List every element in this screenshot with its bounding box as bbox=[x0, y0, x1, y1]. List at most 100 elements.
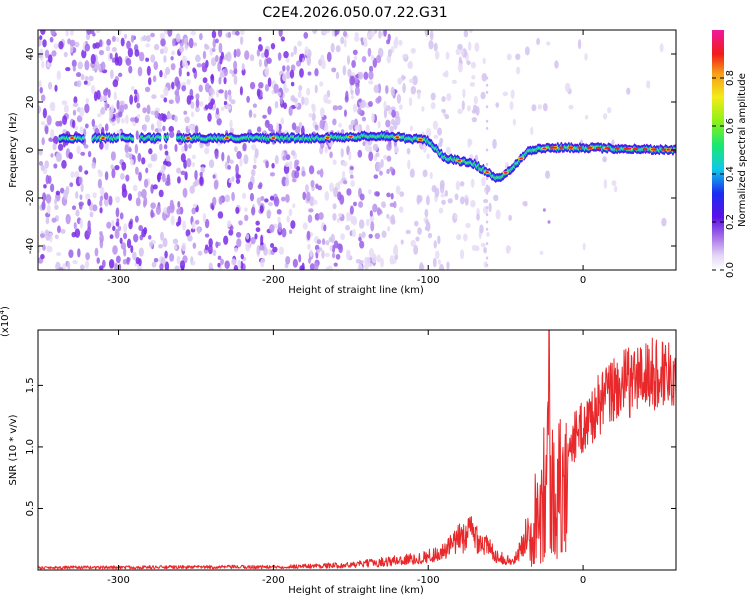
spectrogram-ylabel: Frequency (Hz) bbox=[8, 112, 19, 188]
noise-speckle bbox=[145, 57, 150, 62]
noise-speckle bbox=[395, 185, 401, 195]
noise-speckle bbox=[62, 115, 68, 126]
noise-speckle bbox=[322, 30, 327, 34]
noise-speckle bbox=[149, 241, 154, 248]
noise-speckle bbox=[309, 263, 315, 270]
noise-speckle bbox=[56, 152, 63, 162]
noise-speckle bbox=[79, 126, 84, 134]
noise-speckle bbox=[156, 119, 162, 129]
noise-speckle bbox=[240, 253, 244, 260]
noise-speckle bbox=[502, 91, 509, 97]
noise-speckle bbox=[253, 113, 257, 118]
noise-speckle bbox=[123, 247, 127, 257]
noise-speckle bbox=[44, 160, 49, 169]
noise-speckle bbox=[224, 260, 230, 270]
noise-speckle bbox=[406, 147, 411, 155]
noise-speckle bbox=[150, 209, 154, 219]
noise-speckle bbox=[195, 93, 200, 100]
noise-speckle bbox=[350, 119, 356, 126]
noise-speckle bbox=[607, 107, 612, 114]
noise-speckle bbox=[357, 149, 363, 158]
noise-speckle bbox=[135, 130, 139, 140]
noise-speckle bbox=[138, 224, 144, 232]
noise-speckle bbox=[476, 213, 480, 221]
noise-speckle bbox=[92, 192, 97, 199]
noise-speckle bbox=[401, 75, 406, 80]
noise-speckle bbox=[208, 262, 213, 270]
noise-speckle bbox=[298, 253, 302, 263]
noise-speckle bbox=[230, 258, 237, 266]
noise-speckle bbox=[254, 233, 258, 240]
noise-speckle bbox=[150, 202, 156, 209]
noise-streak bbox=[485, 227, 489, 231]
noise-speckle bbox=[433, 42, 438, 52]
noise-speckle bbox=[86, 226, 92, 236]
noise-speckle bbox=[133, 94, 138, 104]
noise-speckle bbox=[50, 153, 54, 158]
noise-speckle bbox=[343, 38, 347, 48]
noise-speckle bbox=[471, 74, 476, 80]
noise-speckle bbox=[38, 161, 44, 167]
noise-speckle bbox=[90, 85, 96, 95]
noise-speckle bbox=[182, 187, 188, 198]
noise-speckle bbox=[602, 113, 608, 120]
noise-speckle bbox=[38, 80, 42, 88]
noise-speckle bbox=[249, 192, 255, 202]
noise-speckle bbox=[442, 72, 448, 77]
noise-speckle bbox=[368, 70, 374, 80]
noise-speckle bbox=[264, 84, 270, 92]
noise-speckle bbox=[308, 113, 313, 118]
spectrogram-xtick-label: 0 bbox=[580, 275, 586, 286]
noise-speckle bbox=[376, 207, 381, 216]
noise-speckle bbox=[80, 264, 85, 270]
noise-speckle bbox=[428, 40, 434, 50]
noise-speckle bbox=[332, 203, 337, 210]
noise-speckle bbox=[87, 198, 92, 207]
noise-speckle bbox=[314, 262, 319, 270]
noise-speckle bbox=[212, 174, 216, 179]
noise-speckle bbox=[95, 30, 101, 34]
noise-speckle bbox=[456, 234, 462, 241]
noise-speckle bbox=[361, 116, 367, 122]
noise-speckle bbox=[338, 180, 343, 185]
noise-speckle bbox=[56, 252, 62, 257]
ridge-peak bbox=[418, 138, 423, 141]
snr-ticks: -300 -200 -100 0 0.5 1.0 1.5 bbox=[25, 330, 676, 586]
noise-speckle bbox=[469, 82, 476, 87]
noise-speckle bbox=[509, 101, 514, 111]
noise-speckle bbox=[523, 200, 528, 207]
noise-speckle bbox=[99, 233, 104, 243]
noise-speckle bbox=[383, 108, 388, 119]
colorbar: 0.0 0.2 0.4 0.6 0.8 Normalized spectral ampl… bbox=[712, 30, 748, 278]
noise-speckle bbox=[130, 34, 135, 43]
noise-speckle bbox=[357, 107, 362, 115]
ridge-peak bbox=[271, 137, 276, 139]
noise-speckle bbox=[68, 152, 73, 160]
noise-speckle bbox=[202, 212, 207, 223]
noise-speckle bbox=[345, 90, 349, 101]
noise-speckle bbox=[184, 42, 189, 51]
noise-speckle bbox=[175, 88, 180, 96]
noise-speckle bbox=[394, 146, 400, 153]
noise-speckle bbox=[197, 226, 201, 234]
noise-speckle bbox=[298, 53, 303, 63]
noise-speckle bbox=[97, 64, 102, 71]
noise-speckle bbox=[145, 167, 149, 174]
noise-speckle bbox=[124, 144, 129, 153]
noise-speckle bbox=[310, 179, 315, 188]
noise-speckle bbox=[159, 70, 163, 78]
noise-speckle bbox=[506, 53, 512, 61]
noise-speckle bbox=[163, 144, 168, 150]
noise-speckle bbox=[56, 70, 61, 81]
noise-speckle bbox=[298, 85, 303, 92]
noise-speckle bbox=[234, 145, 238, 153]
noise-speckle bbox=[172, 238, 179, 245]
noise-speckle bbox=[211, 30, 217, 39]
noise-streak bbox=[485, 213, 489, 217]
noise-speckle bbox=[123, 232, 128, 240]
noise-speckle bbox=[204, 104, 209, 110]
noise-speckle bbox=[349, 75, 354, 86]
noise-speckle bbox=[218, 76, 222, 85]
noise-speckle bbox=[359, 193, 365, 201]
